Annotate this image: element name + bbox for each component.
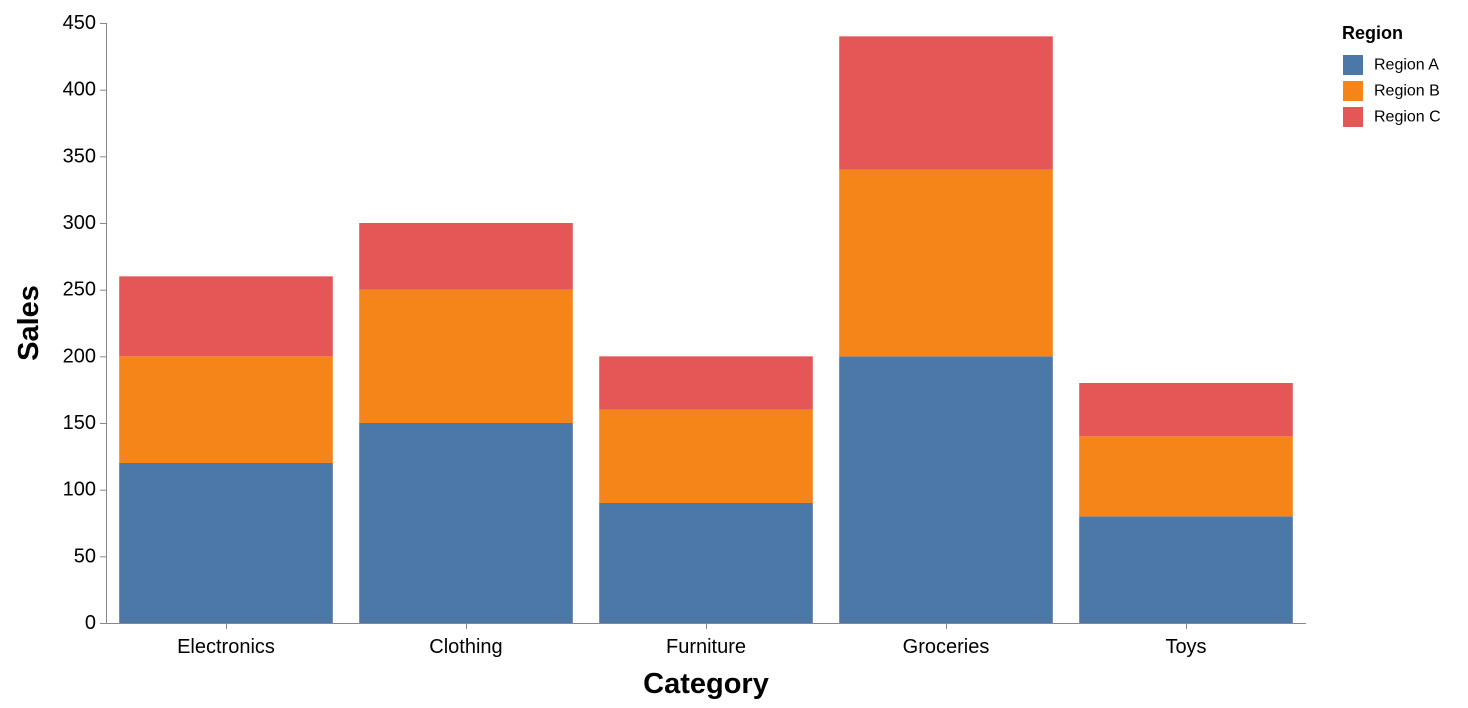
x-axis-title: Category [643,668,769,700]
y-tick-label: 250 [63,279,96,301]
bar-segment-region-a [599,503,813,623]
legend-swatch [1343,81,1363,101]
y-ticks: 0 50 100 150 200 250 300 350 400 450 [63,12,106,634]
legend-title: Region [1342,23,1403,43]
x-tick-label: Clothing [429,636,502,658]
y-tick-label: 100 [63,479,96,501]
x-tick-label: Furniture [666,636,746,658]
y-axis-title: Sales [13,285,45,361]
y-tick-label: 350 [63,145,96,167]
bar-segment-region-b [1079,436,1293,517]
bar-segment-region-b [359,289,573,423]
bar-segment-region-b [119,356,333,463]
y-tick-label: 300 [63,212,96,234]
bar-segment-region-c [599,356,813,410]
y-tick-label: 150 [63,412,96,434]
bar-segment-region-c [359,223,573,290]
y-tick-label: 400 [63,79,96,101]
bar-segment-region-c [119,276,333,357]
bar-segment-region-a [1079,516,1293,623]
bar-segment-region-a [359,423,573,623]
y-axis: 0 50 100 150 200 250 300 350 400 450 [63,12,107,634]
y-tick-label: 0 [85,612,96,634]
bar-segment-region-a [119,463,333,623]
y-tick-label: 50 [74,545,96,567]
legend: Region Region A Region B Region C [1342,23,1441,127]
x-tick-label: Groceries [903,636,990,658]
legend-label: Region A [1374,57,1439,74]
bar-segment-region-b [839,169,1053,357]
x-tick-label: Electronics [177,636,275,658]
legend-label: Region B [1374,83,1440,100]
y-tick-label: 450 [63,12,96,34]
x-ticks: Electronics Clothing Furniture Groceries Toy… [177,623,1207,658]
legend-swatch [1343,55,1363,75]
x-tick-label: Toys [1165,636,1206,658]
bar-segment-region-c [839,36,1053,170]
bar-segment-region-c [1079,383,1293,437]
legend-label: Region C [1374,109,1441,126]
bar-segment-region-b [599,409,813,503]
legend-swatch [1343,107,1363,127]
y-tick-label: 200 [63,345,96,367]
x-axis: Electronics Clothing Furniture Groceries Toy… [106,623,1306,658]
bars-layer [119,36,1293,623]
bar-segment-region-a [839,356,1053,623]
legend-items: Region A Region B Region C [1343,55,1441,127]
